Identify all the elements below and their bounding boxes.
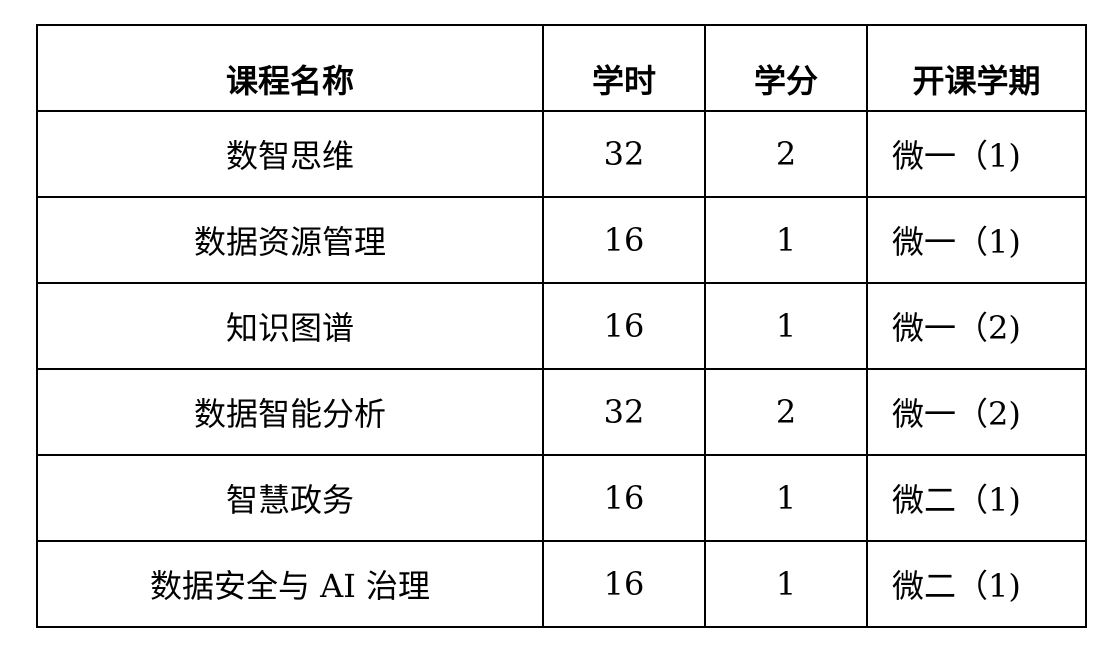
semester-cell: 微一（2) [866, 368, 1087, 456]
hours-cell: 16 [542, 282, 706, 370]
header-course-name: 课程名称 [36, 24, 544, 112]
credits-cell: 2 [704, 110, 868, 198]
course-name-cell: 数据资源管理 [36, 196, 544, 284]
table-row: 数据智能分析 32 2 微一（2) [36, 368, 1087, 456]
hours-cell: 32 [542, 368, 706, 456]
semester-cell: 微一（1) [866, 196, 1087, 284]
table-row: 智慧政务 16 1 微二（1) [36, 454, 1087, 542]
credits-cell: 2 [704, 368, 868, 456]
credits-cell: 1 [704, 196, 868, 284]
credits-cell: 1 [704, 540, 868, 628]
header-hours: 学时 [542, 24, 706, 112]
credits-cell: 1 [704, 282, 868, 370]
header-semester: 开课学期 [866, 24, 1087, 112]
table-row: 知识图谱 16 1 微一（2) [36, 282, 1087, 370]
semester-cell: 微二（1) [866, 540, 1087, 628]
semester-cell: 微一（1) [866, 110, 1087, 198]
course-name-cell: 智慧政务 [36, 454, 544, 542]
table-header-row: 课程名称 学时 学分 开课学期 [36, 24, 1087, 112]
hours-cell: 16 [542, 540, 706, 628]
table-row: 数智思维 32 2 微一（1) [36, 110, 1087, 198]
course-table: 课程名称 学时 学分 开课学期 数智思维 32 2 微一（1) 数据资源管理 16 1 微一（… [36, 24, 1087, 628]
semester-cell: 微二（1) [866, 454, 1087, 542]
course-name-cell: 知识图谱 [36, 282, 544, 370]
course-name-cell: 数智思维 [36, 110, 544, 198]
course-name-cell: 数据安全与 AI 治理 [36, 540, 544, 628]
header-credits: 学分 [704, 24, 868, 112]
credits-cell: 1 [704, 454, 868, 542]
hours-cell: 32 [542, 110, 706, 198]
hours-cell: 16 [542, 196, 706, 284]
semester-cell: 微一（2) [866, 282, 1087, 370]
table-row: 数据资源管理 16 1 微一（1) [36, 196, 1087, 284]
hours-cell: 16 [542, 454, 706, 542]
table-row: 数据安全与 AI 治理 16 1 微二（1) [36, 540, 1087, 628]
course-name-cell: 数据智能分析 [36, 368, 544, 456]
